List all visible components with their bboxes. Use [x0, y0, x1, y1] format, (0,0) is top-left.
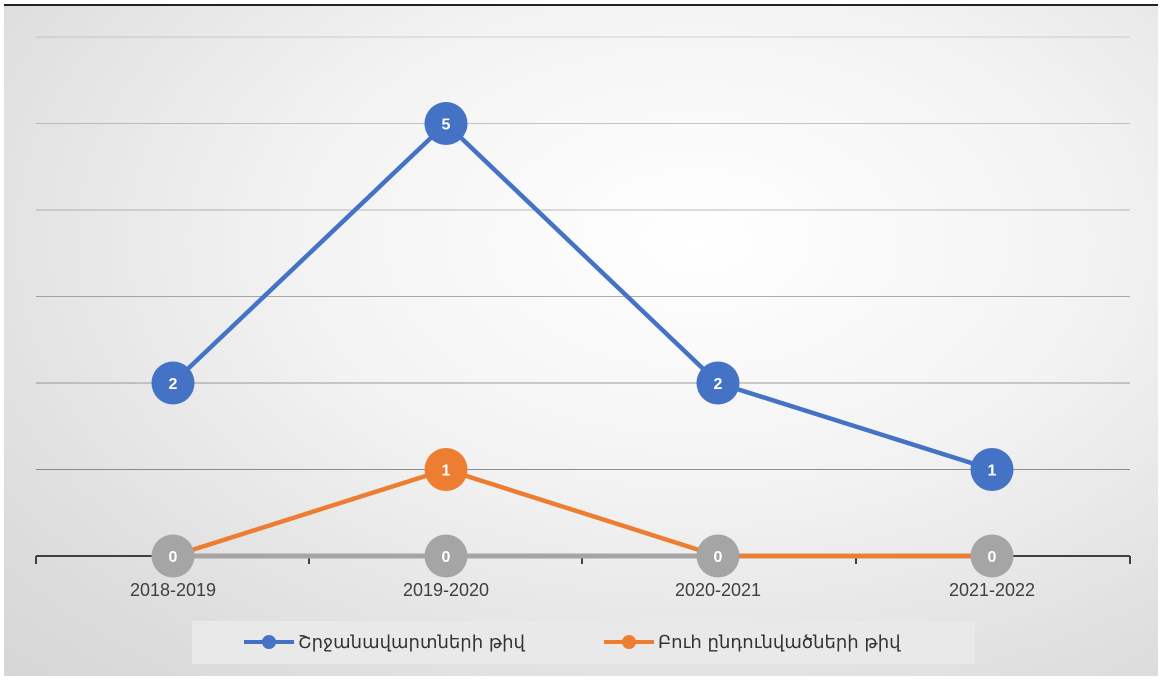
data-label: 1 — [988, 463, 997, 480]
data-label: 5 — [442, 117, 451, 134]
x-tick-label: 2021-2022 — [949, 580, 1035, 600]
legend-swatch-series-2 — [604, 635, 654, 649]
legend-item-series-1: Շրջանավարտների թիվ — [244, 629, 525, 655]
legend-label-series-2: Բուհ ընդունվածների թիվ — [658, 631, 901, 653]
x-tick-label: 2019-2020 — [403, 580, 489, 600]
data-point-marker — [151, 534, 195, 578]
data-label: 0 — [988, 549, 997, 566]
data-point-marker — [696, 534, 740, 578]
gridlines — [36, 36, 1130, 470]
x-tick-labels: 2018-2019 2019-2020 2020-2021 2021-2022 — [130, 580, 1035, 600]
data-point-marker — [424, 102, 468, 145]
data-point-marker — [424, 534, 468, 578]
x-tick-label: 2020-2021 — [675, 580, 761, 600]
data-label: 0 — [169, 549, 178, 566]
data-point-marker — [696, 361, 740, 405]
data-point-marker — [151, 361, 195, 405]
data-point-marker — [970, 534, 1014, 578]
series-line-1 — [170, 121, 995, 472]
legend-swatch-series-1 — [244, 635, 294, 649]
data-label: 2 — [169, 376, 178, 393]
data-point-marker — [424, 448, 468, 491]
legend-label-series-1: Շրջանավարտների թիվ — [298, 631, 525, 653]
series-line-2 — [170, 467, 995, 559]
data-label: 1 — [442, 463, 451, 480]
x-tick-label: 2018-2019 — [130, 580, 216, 600]
series-lines: 0 0 0 0 1 2 5 2 1 — [151, 102, 1014, 578]
data-label: 2 — [714, 376, 723, 393]
legend — [192, 621, 975, 664]
data-label: 0 — [442, 549, 451, 566]
data-label: 0 — [714, 549, 723, 566]
data-point-marker — [970, 448, 1014, 491]
legend-item-series-2: Բուհ ընդունվածների թիվ — [604, 629, 901, 655]
